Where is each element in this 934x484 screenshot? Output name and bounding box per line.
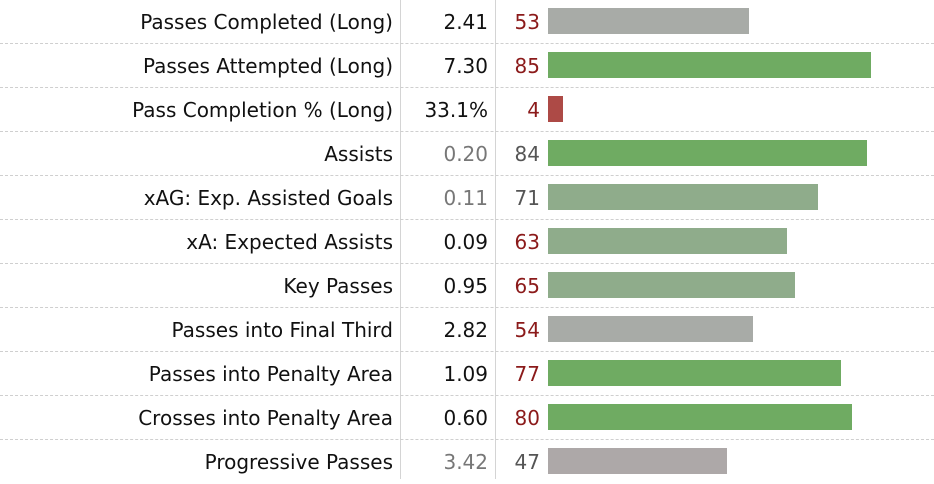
stat-row: xAG: Exp. Assisted Goals 0.11 71 (0, 176, 934, 220)
stat-percentile: 63 (514, 230, 540, 254)
stat-label: Passes Completed (Long) (140, 10, 393, 34)
stat-value: 0.09 (443, 230, 488, 254)
stat-percentile: 54 (514, 318, 540, 342)
stat-value: 1.09 (443, 362, 488, 386)
stat-row: Progressive Passes 3.42 47 (0, 440, 934, 484)
stat-row: xA: Expected Assists 0.09 63 (0, 220, 934, 264)
stat-percentile: 4 (527, 98, 540, 122)
stat-value: 2.41 (443, 10, 488, 34)
percentile-bar (548, 184, 818, 210)
percentile-bar (548, 140, 868, 166)
stat-label: Pass Completion % (Long) (132, 98, 393, 122)
stat-row: Pass Completion % (Long) 33.1% 4 (0, 88, 934, 132)
stat-percentile: 84 (514, 142, 540, 166)
stat-label: Key Passes (283, 274, 393, 298)
stat-label: Assists (324, 142, 393, 166)
stat-value: 0.95 (443, 274, 488, 298)
stat-row: Passes Attempted (Long) 7.30 85 (0, 44, 934, 88)
stat-percentile: 47 (514, 450, 540, 474)
stat-value: 3.42 (443, 450, 488, 474)
percentile-bar (548, 96, 564, 122)
stat-value: 33.1% (424, 98, 488, 122)
column-divider-percentiles (495, 0, 496, 479)
stat-value: 0.60 (443, 406, 488, 430)
stat-label: Passes Attempted (Long) (142, 54, 393, 78)
stat-percentile: 71 (514, 186, 540, 210)
percentile-bar (548, 404, 852, 430)
stat-value: 2.82 (443, 318, 488, 342)
stat-row: Crosses into Penalty Area 0.60 80 (0, 396, 934, 440)
stat-row: Passes into Final Third 2.82 54 (0, 308, 934, 352)
stat-value: 0.20 (443, 142, 488, 166)
stat-value: 7.30 (443, 54, 488, 78)
stat-row: Passes into Penalty Area 1.09 77 (0, 352, 934, 396)
stat-percentile: 65 (514, 274, 540, 298)
percentile-bar (548, 228, 788, 254)
stat-label: Passes into Final Third (171, 318, 393, 342)
stat-label: Progressive Passes (204, 450, 393, 474)
stat-value: 0.11 (443, 186, 488, 210)
column-divider-values (400, 0, 401, 479)
stat-label: xA: Expected Assists (186, 230, 393, 254)
stat-row: Key Passes 0.95 65 (0, 264, 934, 308)
stat-row: Passes Completed (Long) 2.41 53 (0, 0, 934, 44)
stat-percentile: 85 (514, 54, 540, 78)
stat-percentile: 77 (514, 362, 540, 386)
percentile-bar (548, 52, 871, 78)
percentile-bar (548, 360, 841, 386)
percentile-bar (548, 316, 754, 342)
stat-label: Passes into Penalty Area (148, 362, 393, 386)
stat-percentile: 80 (514, 406, 540, 430)
stat-label: Crosses into Penalty Area (138, 406, 393, 430)
percentile-bar (548, 448, 727, 474)
percentile-bar (548, 272, 795, 298)
stat-percentile: 53 (514, 10, 540, 34)
percentile-bar (548, 8, 750, 34)
stat-label: xAG: Exp. Assisted Goals (143, 186, 393, 210)
stat-row: Assists 0.20 84 (0, 132, 934, 176)
